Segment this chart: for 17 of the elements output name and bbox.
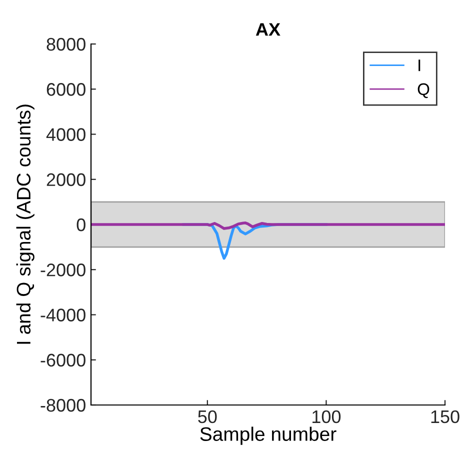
y-tick-label: -4000 <box>40 308 86 322</box>
legend-label: Q <box>418 83 430 98</box>
y-tick-label: 2000 <box>46 173 86 186</box>
y-tick-label: 0 <box>76 218 86 232</box>
y-axis-title: I and Q signal (ADC counts) <box>16 104 34 344</box>
x-tick-label: 100 <box>312 410 341 424</box>
x-axis-title: Sample number <box>200 426 336 445</box>
y-tick-label: -2000 <box>40 264 86 276</box>
y-tick-label: -8000 <box>40 398 86 412</box>
chart-title: AX <box>256 23 280 36</box>
x-tick-label: 150 <box>431 410 460 424</box>
y-tick-label: 4000 <box>46 128 86 141</box>
legend-label: I <box>418 60 420 72</box>
x-tick-label: 50 <box>198 410 217 424</box>
y-tick-label: 6000 <box>46 83 86 96</box>
y-tick-label: -6000 <box>40 354 86 367</box>
y-tick-label: 8000 <box>46 38 86 51</box>
